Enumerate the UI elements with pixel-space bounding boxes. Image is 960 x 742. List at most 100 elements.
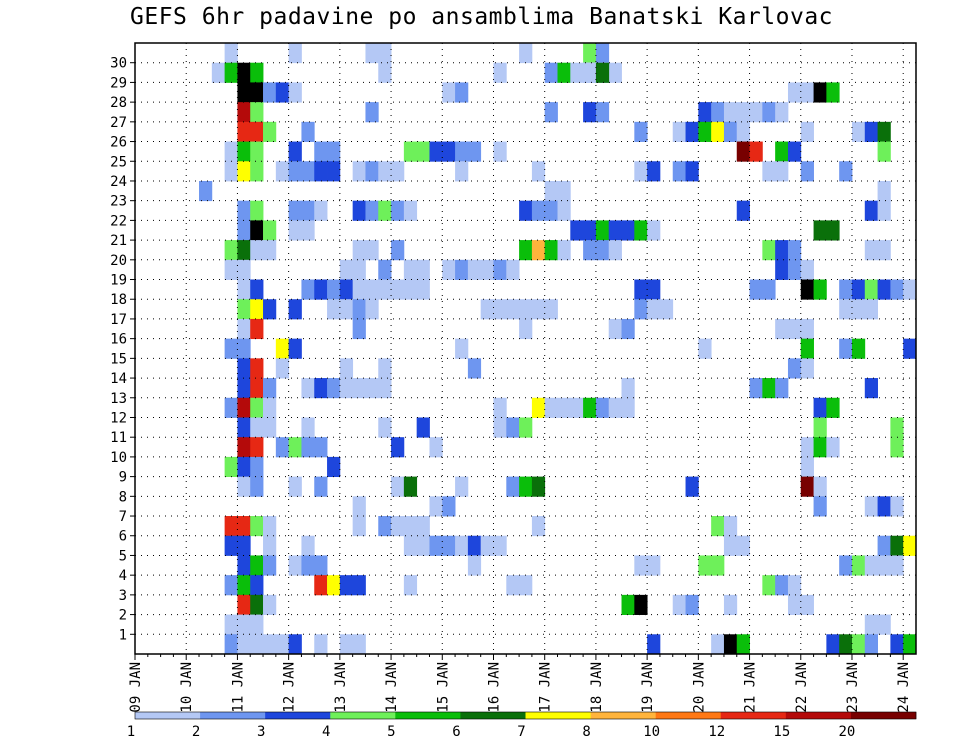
- heatmap-cell: [493, 259, 507, 280]
- heatmap-cell: [621, 378, 635, 399]
- heatmap-cell: [531, 397, 546, 418]
- heatmap-cell: [672, 121, 686, 142]
- heatmap-cell: [237, 555, 251, 576]
- heatmap-cell: [544, 180, 558, 202]
- legend-swatch: [720, 712, 787, 719]
- heatmap-cell: [762, 240, 776, 261]
- heatmap-cell: [800, 259, 814, 280]
- legend-swatch: [330, 712, 396, 719]
- heatmap-cell: [839, 299, 853, 320]
- heatmap-cell: [711, 102, 725, 123]
- legend-swatch: [135, 712, 201, 719]
- heatmap-cell: [250, 378, 264, 399]
- heatmap-cell: [749, 141, 763, 162]
- heatmap-cell: [237, 121, 251, 142]
- heatmap-cell: [634, 220, 648, 241]
- heatmap-cell: [775, 259, 789, 280]
- heatmap-cell: [877, 200, 891, 221]
- heatmap-cell: [813, 476, 827, 497]
- heatmap-cell: [314, 437, 328, 458]
- heatmap-cell: [365, 378, 379, 399]
- heatmap-cell: [647, 634, 661, 655]
- legend-label: 6: [452, 724, 460, 740]
- heatmap-cell: [378, 516, 392, 537]
- y-tick-label: 18: [110, 292, 127, 308]
- x-tick-label: 23 JAN: [845, 662, 861, 713]
- heatmap-cell: [378, 43, 392, 64]
- y-tick-label: 28: [110, 95, 127, 111]
- heatmap-cell: [647, 279, 661, 300]
- heatmap-cell: [263, 634, 277, 655]
- legend-swatch: [850, 712, 917, 719]
- heatmap-cell: [570, 220, 584, 241]
- heatmap-cell: [723, 102, 738, 123]
- heatmap-cell: [224, 338, 238, 359]
- heatmap-cell: [839, 161, 853, 182]
- heatmap-cell: [429, 496, 443, 517]
- heatmap-cell: [288, 476, 302, 497]
- heatmap-cell: [685, 476, 699, 497]
- heatmap-cell: [301, 555, 315, 576]
- heatmap-cell: [378, 279, 392, 300]
- heatmap-cell: [250, 240, 264, 261]
- heatmap-cell: [800, 121, 814, 142]
- legend-swatch: [395, 712, 461, 719]
- heatmap-cell: [327, 575, 341, 596]
- heatmap-cell: [877, 535, 891, 556]
- heatmap-cell: [365, 200, 379, 221]
- heatmap-cell: [672, 161, 686, 182]
- heatmap-cell: [787, 141, 802, 162]
- x-tick-label: 22 JAN: [794, 662, 810, 713]
- y-tick-label: 29: [110, 75, 127, 91]
- plot-frame: [134, 42, 917, 655]
- heatmap-cell: [621, 594, 635, 615]
- heatmap-cell: [890, 555, 904, 576]
- y-tick-label: 21: [110, 233, 127, 249]
- heatmap-cell: [685, 161, 699, 182]
- y-tick-label: 27: [110, 115, 127, 131]
- heatmap-cell: [352, 200, 366, 221]
- heatmap-cell: [288, 299, 302, 320]
- heatmap-cell: [800, 338, 814, 359]
- heatmap-cell: [493, 141, 507, 162]
- heatmap-cell: [493, 299, 507, 320]
- heatmap-cell: [762, 378, 776, 399]
- heatmap-cell: [314, 378, 328, 399]
- heatmap-cell: [263, 535, 277, 556]
- heatmap-cell: [288, 437, 302, 458]
- heatmap-cell: [314, 141, 328, 162]
- heatmap-cell: [903, 338, 917, 359]
- heatmap-cell: [583, 240, 597, 261]
- heatmap-cell: [352, 279, 366, 300]
- heatmap-cell: [480, 259, 494, 280]
- heatmap-cell: [352, 259, 366, 280]
- heatmap-cell: [339, 358, 354, 379]
- x-tick-label: 24 JAN: [896, 662, 912, 713]
- heatmap-cell: [826, 634, 840, 655]
- heatmap-cell: [301, 417, 315, 438]
- heatmap-cell: [621, 397, 635, 418]
- heatmap-cell: [378, 378, 392, 399]
- heatmap-cell: [634, 555, 648, 576]
- heatmap-cell: [493, 397, 507, 418]
- heatmap-cell: [723, 516, 738, 537]
- heatmap-cell: [519, 318, 533, 340]
- heatmap-cell: [877, 555, 891, 576]
- heatmap-cell: [557, 240, 571, 261]
- y-tick-label: 8: [119, 489, 127, 505]
- heatmap-cell: [224, 516, 238, 537]
- heatmap-cell: [275, 82, 290, 103]
- heatmap-cell: [250, 62, 264, 83]
- heatmap-cell: [544, 397, 558, 418]
- heatmap-cell: [864, 279, 878, 300]
- heatmap-cell: [339, 279, 354, 300]
- heatmap-cell: [647, 161, 661, 182]
- heatmap-cell: [263, 299, 277, 320]
- heatmap-cell: [775, 102, 789, 123]
- heatmap-cell: [250, 634, 264, 655]
- heatmap-cell: [851, 338, 866, 359]
- heatmap-cell: [467, 555, 482, 576]
- heatmap-cell: [237, 634, 251, 655]
- heatmap-cell: [288, 200, 302, 221]
- heatmap-cell: [455, 82, 469, 103]
